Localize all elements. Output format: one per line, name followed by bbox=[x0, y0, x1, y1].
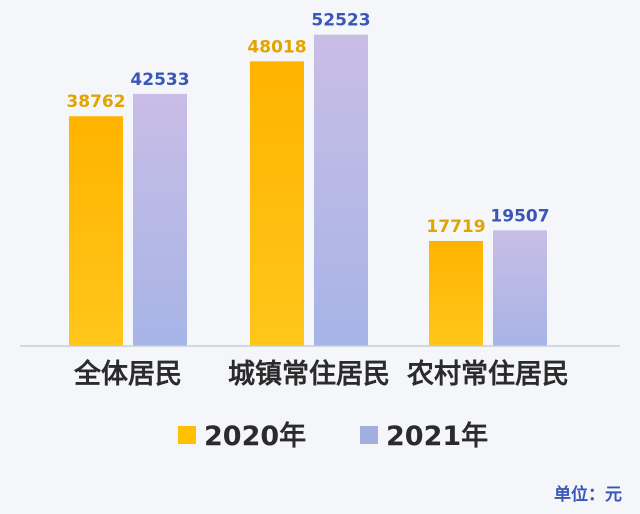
bar-2020年-城镇常住居民 bbox=[250, 61, 304, 346]
bar-2020年-农村常住居民 bbox=[429, 240, 483, 346]
category-label-农村常住居民: 农村常住居民 bbox=[406, 358, 569, 390]
bar-2020年-全体居民 bbox=[69, 116, 123, 346]
unit-label: 单位：元 bbox=[554, 484, 622, 505]
data-label-2020年-全体居民: 38762 bbox=[66, 92, 125, 112]
bar-2021年-农村常住居民 bbox=[493, 230, 547, 346]
bar-2021年-城镇常住居民 bbox=[314, 34, 368, 346]
data-label-2020年-城镇常住居民: 48018 bbox=[247, 37, 306, 57]
category-label-全体居民: 全体居民 bbox=[73, 358, 182, 390]
data-label-2021年-城镇常住居民: 52523 bbox=[311, 11, 370, 31]
legend-label-2021年: 2021年 bbox=[386, 420, 488, 452]
legend-swatch-2021年 bbox=[360, 426, 378, 444]
legend-swatch-2020年 bbox=[178, 426, 196, 444]
bar-2021年-全体居民 bbox=[133, 93, 187, 346]
legend: 2020年 2021年 bbox=[178, 420, 488, 452]
category-label-城镇常住居民: 城镇常住居民 bbox=[228, 358, 390, 390]
data-label-2020年-农村常住居民: 17719 bbox=[426, 217, 485, 237]
data-label-2021年-农村常住居民: 19507 bbox=[490, 206, 549, 226]
legend-label-2020年: 2020年 bbox=[204, 420, 306, 452]
data-label-2021年-全体居民: 42533 bbox=[130, 70, 189, 90]
bars-layer bbox=[69, 34, 547, 346]
